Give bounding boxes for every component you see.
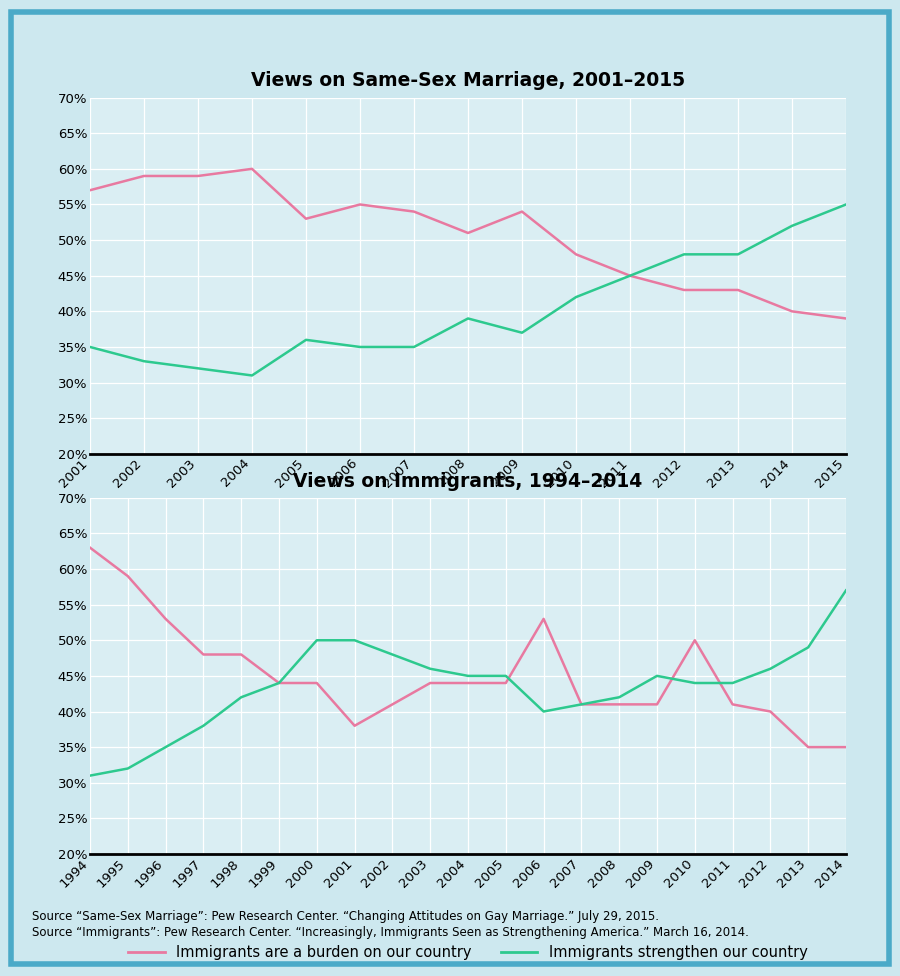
Text: Source “Immigrants”: Pew Research Center. “Increasingly, Immigrants Seen as Stre: Source “Immigrants”: Pew Research Center…: [32, 926, 749, 939]
Text: Source “Same-Sex Marriage”: Pew Research Center. “Changing Attitudes on Gay Marr: Source “Same-Sex Marriage”: Pew Research…: [32, 910, 659, 922]
Legend: Immigrants are a burden on our country, Immigrants strengthen our country: Immigrants are a burden on our country, …: [122, 940, 814, 966]
Legend: Oppose same-sex marriage, Favor same-sex marriage: Oppose same-sex marriage, Favor same-sex…: [205, 540, 731, 566]
Title: Views on Same-Sex Marriage, 2001–2015: Views on Same-Sex Marriage, 2001–2015: [251, 71, 685, 91]
Title: Views on Immigrants, 1994–2014: Views on Immigrants, 1994–2014: [293, 471, 643, 491]
